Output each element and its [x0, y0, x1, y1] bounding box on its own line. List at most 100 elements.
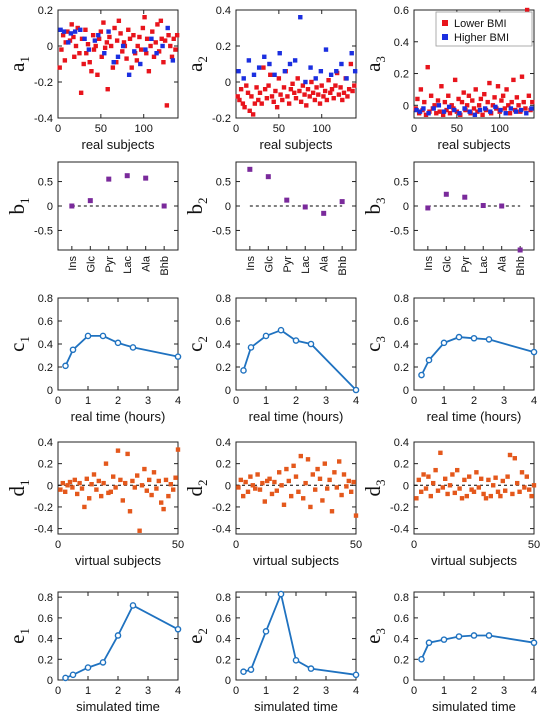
- data-point-lower_bmi: [490, 103, 496, 108]
- data-point-lower_bmi: [124, 56, 129, 61]
- data-point: [414, 496, 419, 501]
- y-tick-label: 0.8: [38, 592, 53, 604]
- data-point: [462, 477, 467, 483]
- data-point-lower_bmi: [237, 97, 242, 103]
- data-point-lower_bmi: [509, 99, 514, 105]
- data-point-higher_bmi: [143, 47, 148, 52]
- data-point: [530, 348, 538, 356]
- data-point: [87, 496, 92, 501]
- data-point: [269, 491, 275, 497]
- x-tick-label: 2: [115, 685, 121, 697]
- data-point: [470, 334, 478, 342]
- data-point: [281, 502, 287, 507]
- data-point-lower_bmi: [473, 87, 478, 92]
- x-tick-label: Ala: [319, 255, 331, 272]
- x-tick-label: 100: [313, 123, 331, 135]
- data-point-lower_bmi: [96, 36, 102, 41]
- data-point-lower_bmi: [475, 109, 480, 114]
- data-point-lower_bmi: [62, 58, 68, 63]
- data-point-lower_bmi: [261, 65, 266, 70]
- data-point: [108, 489, 113, 494]
- data-point-higher_bmi: [102, 51, 107, 56]
- data-point: [69, 346, 77, 354]
- x-axis-label: simulated time: [254, 699, 338, 714]
- data-point-lower_bmi: [312, 97, 318, 103]
- y-tick-label: 0: [225, 480, 231, 492]
- data-point-higher_bmi: [417, 109, 423, 114]
- x-tick-label: 2: [115, 395, 121, 407]
- data-point-lower_bmi: [333, 83, 338, 88]
- data-point: [503, 488, 508, 493]
- y-axis-label-letter: a: [183, 62, 207, 72]
- data-point-lower_bmi: [444, 107, 449, 113]
- x-tick-label: 4: [175, 395, 181, 407]
- x-tick-label: 100: [491, 123, 509, 135]
- y-axis-label-letter: b: [183, 204, 207, 215]
- data-point-lower_bmi: [466, 93, 472, 98]
- data-point: [421, 472, 426, 477]
- data-point: [245, 489, 251, 494]
- data-point: [298, 453, 303, 459]
- chart-panel-a1: -0.4 -0.2 0 0.2 0 50 100 real subjects a1: [5, 5, 180, 152]
- data-point: [58, 487, 63, 492]
- y-axis-label-subscript: 2: [195, 198, 210, 205]
- data-point: [175, 447, 181, 452]
- x-axis-label: real time (hours): [71, 409, 166, 424]
- data-point: [255, 472, 260, 477]
- data-point-higher_bmi: [92, 38, 98, 43]
- data-point: [173, 475, 178, 480]
- data-point-lower_bmi: [247, 108, 252, 113]
- data-point: [303, 480, 308, 486]
- x-tick-label: 3: [501, 395, 507, 407]
- data-point-lower_bmi: [262, 87, 268, 92]
- x-tick-label: 50: [273, 123, 285, 135]
- data-point-lower_bmi: [114, 38, 120, 43]
- data-point-Bhb: [339, 199, 345, 205]
- data-point-higher_bmi: [318, 69, 324, 74]
- data-point-lower_bmi: [83, 27, 88, 32]
- data-point-lower_bmi: [63, 40, 68, 45]
- chart-panel-d3: -0.4 -0.2 0 0.2 0.4 0 50 virtual subjects d3: [361, 437, 540, 568]
- data-point: [253, 486, 258, 491]
- data-point: [512, 456, 517, 461]
- data-point-higher_bmi: [82, 36, 87, 41]
- axes-box: [57, 161, 179, 251]
- y-tick-label: 0.5: [216, 177, 231, 189]
- data-point-lower_bmi: [79, 36, 85, 41]
- data-point-lower_bmi: [153, 40, 158, 45]
- data-point: [63, 489, 68, 494]
- data-point: [344, 484, 349, 489]
- y-axis-label-subscript: 3: [373, 480, 388, 487]
- y-tick-label: 0.4: [216, 339, 231, 351]
- data-point-lower_bmi: [285, 94, 290, 99]
- data-point: [166, 493, 171, 499]
- data-point-higher_bmi: [170, 58, 176, 63]
- data-point-lower_bmi: [142, 15, 147, 20]
- y-axis-label-subscript: 1: [17, 198, 32, 205]
- data-point-lower_bmi: [341, 90, 347, 95]
- data-point-higher_bmi: [66, 40, 71, 45]
- chart-panel-b2: -0.5 0 0.5 Ins Glc Pyr Lac Ala Bhb b2: [183, 161, 357, 276]
- data-point-lower_bmi: [126, 27, 131, 32]
- data-point: [307, 665, 315, 672]
- y-tick-label: -0.2: [390, 502, 409, 514]
- data-point-lower_bmi: [415, 96, 420, 102]
- y-axis-label-subscript: 1: [17, 336, 32, 343]
- x-tick-label: 0: [411, 395, 417, 407]
- data-point: [135, 473, 140, 478]
- data-point-lower_bmi: [114, 60, 119, 65]
- y-tick-label: 0.4: [394, 437, 409, 449]
- data-point: [471, 489, 477, 494]
- data-point-lower_bmi: [257, 90, 263, 95]
- y-tick-label: 0: [225, 201, 231, 213]
- data-point-lower_bmi: [171, 36, 176, 41]
- data-point-higher_bmi: [436, 103, 442, 108]
- data-point: [103, 461, 109, 466]
- data-point-Bhb: [161, 203, 167, 209]
- data-point-lower_bmi: [95, 72, 100, 77]
- axes-box: [235, 441, 357, 535]
- data-point-higher_bmi: [426, 111, 431, 116]
